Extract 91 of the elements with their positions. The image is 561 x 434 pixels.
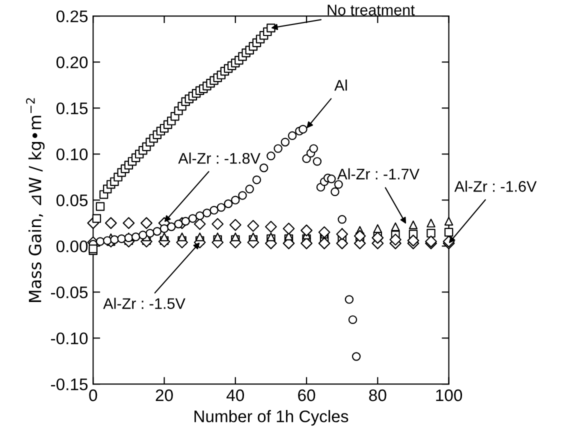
point xyxy=(96,202,105,211)
point xyxy=(373,224,382,233)
point xyxy=(259,164,268,172)
point xyxy=(336,237,348,250)
point xyxy=(300,224,312,236)
y-axis-title: Mass Gain, ⊿W / kg•m$^{−2}$ xyxy=(26,98,45,302)
point xyxy=(213,232,222,242)
y-tick-label: -0.15 xyxy=(51,378,88,390)
point xyxy=(338,215,346,224)
point xyxy=(188,214,198,223)
point xyxy=(354,230,366,242)
annotation: Al-Zr : -1.8V xyxy=(178,152,260,164)
point xyxy=(210,206,218,215)
point xyxy=(231,232,240,242)
point xyxy=(229,218,242,231)
y-tick-label: 0.25 xyxy=(56,10,88,22)
annotation: No treatment xyxy=(328,4,415,16)
point xyxy=(174,220,183,228)
point xyxy=(282,222,295,235)
y-tick-label: -0.05 xyxy=(51,286,88,298)
point xyxy=(348,315,358,324)
point xyxy=(352,352,361,361)
point xyxy=(216,203,226,212)
x-tick-label: 0 xyxy=(89,389,98,402)
point xyxy=(245,184,254,194)
point xyxy=(202,208,212,218)
point xyxy=(212,218,224,230)
annotation: Al xyxy=(334,80,347,91)
point xyxy=(318,226,330,238)
x-axis-title: Number of 1h Cycles xyxy=(194,410,348,426)
point xyxy=(318,237,330,250)
point xyxy=(330,187,340,196)
annotation: Al-Zr : -1.5V xyxy=(103,298,186,309)
y-tick-label: 0.15 xyxy=(56,102,88,114)
point xyxy=(344,295,354,304)
x-tick-label: 20 xyxy=(156,389,173,402)
point xyxy=(265,220,277,233)
annotation: Al-Zr : -1.7V xyxy=(337,168,420,180)
point xyxy=(407,234,420,246)
point xyxy=(160,224,169,233)
y-tick-label: 0.10 xyxy=(56,148,88,160)
point xyxy=(195,211,204,220)
point xyxy=(444,216,454,226)
point xyxy=(122,217,135,230)
point xyxy=(280,138,290,146)
point xyxy=(298,124,308,134)
y-tick-label: 0.05 xyxy=(56,194,88,206)
point xyxy=(152,227,162,236)
point xyxy=(102,236,112,245)
point xyxy=(138,230,148,240)
x-tick-label: 40 xyxy=(226,389,244,402)
point xyxy=(426,218,436,228)
point xyxy=(274,144,282,153)
point xyxy=(302,154,311,164)
point xyxy=(160,232,169,242)
x-tick-label: 100 xyxy=(436,389,462,402)
point xyxy=(224,199,233,208)
point xyxy=(110,235,119,244)
point xyxy=(181,216,190,226)
point xyxy=(104,217,117,230)
point xyxy=(140,217,152,230)
point xyxy=(178,232,186,242)
point xyxy=(117,234,126,244)
point xyxy=(231,196,240,204)
point xyxy=(92,214,102,223)
point xyxy=(238,191,247,200)
point xyxy=(312,157,322,166)
point xyxy=(288,131,297,140)
point xyxy=(426,228,436,238)
point xyxy=(96,237,105,246)
y-tick-label: 0.00 xyxy=(56,240,88,252)
point xyxy=(327,174,336,184)
point xyxy=(266,152,276,160)
point xyxy=(408,220,418,230)
point xyxy=(391,222,400,232)
point xyxy=(194,218,206,230)
point xyxy=(248,232,258,242)
point xyxy=(252,175,262,184)
point xyxy=(309,144,318,153)
point xyxy=(247,220,260,232)
x-tick-label: 80 xyxy=(369,389,386,402)
x-tick-label: 60 xyxy=(298,389,316,402)
point xyxy=(336,228,348,240)
point xyxy=(131,232,140,242)
y-tick-label: 0.20 xyxy=(56,56,88,68)
y-tick-label: -0.10 xyxy=(51,332,88,344)
point xyxy=(334,180,343,189)
point xyxy=(444,228,454,237)
point xyxy=(195,232,204,242)
annotation: Al-Zr : -1.6V xyxy=(454,180,537,192)
point xyxy=(390,234,402,246)
